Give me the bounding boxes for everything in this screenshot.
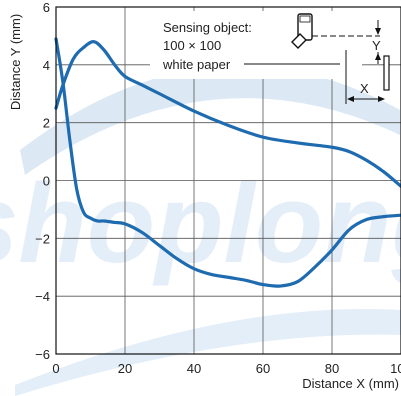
plot-frame: [55, 6, 401, 355]
label-x: X: [360, 81, 369, 96]
y-axis-label: Distance Y (mm): [8, 14, 23, 110]
series-group: [54, 37, 401, 288]
note-line-3: white paper: [162, 57, 231, 72]
note-line-1: Sensing object:: [163, 20, 252, 35]
x-tick-label: 20: [118, 361, 132, 376]
y-tick-labels: −6 −4 −2 0 2 4 6: [35, 0, 50, 362]
x-tick-label: 40: [187, 361, 201, 376]
x-tick-label: 80: [325, 361, 339, 376]
dimension-y: Y: [372, 20, 381, 64]
label-y: Y: [372, 38, 381, 53]
watermark: shoplong: [0, 65, 401, 396]
watermark-text: shoplong: [0, 161, 401, 286]
dimension-x: X: [345, 50, 385, 104]
series-line-2: [54, 37, 401, 288]
x-tick-label: 100: [390, 361, 401, 376]
y-tick-label: 4: [43, 58, 50, 73]
y-tick-label: −6: [35, 347, 50, 362]
x-tick-label: 0: [52, 361, 59, 376]
x-tick-label: 60: [256, 361, 270, 376]
x-axis-label-bg: [284, 374, 401, 392]
sensor-icon: [291, 13, 380, 49]
watermark-swoosh-lower: [15, 308, 401, 396]
note-line-2: 100 × 100: [163, 38, 221, 53]
note-background: [150, 11, 362, 79]
x-axis-label: Distance X (mm): [302, 376, 399, 391]
y-tick-label: 6: [43, 0, 50, 15]
target-paper-icon: [383, 55, 390, 91]
y-tick-label: 2: [43, 116, 50, 131]
x-tick-labels: 0 20 40 60 80 100: [52, 361, 401, 376]
y-tick-label: −4: [35, 289, 50, 304]
y-tick-label: −2: [35, 231, 50, 246]
series-line-1: [54, 40, 401, 188]
watermark-swoosh: [20, 65, 400, 175]
y-tick-label: 0: [43, 174, 50, 189]
sensing-object-note: Sensing object: 100 × 100 white paper Y: [150, 11, 390, 104]
